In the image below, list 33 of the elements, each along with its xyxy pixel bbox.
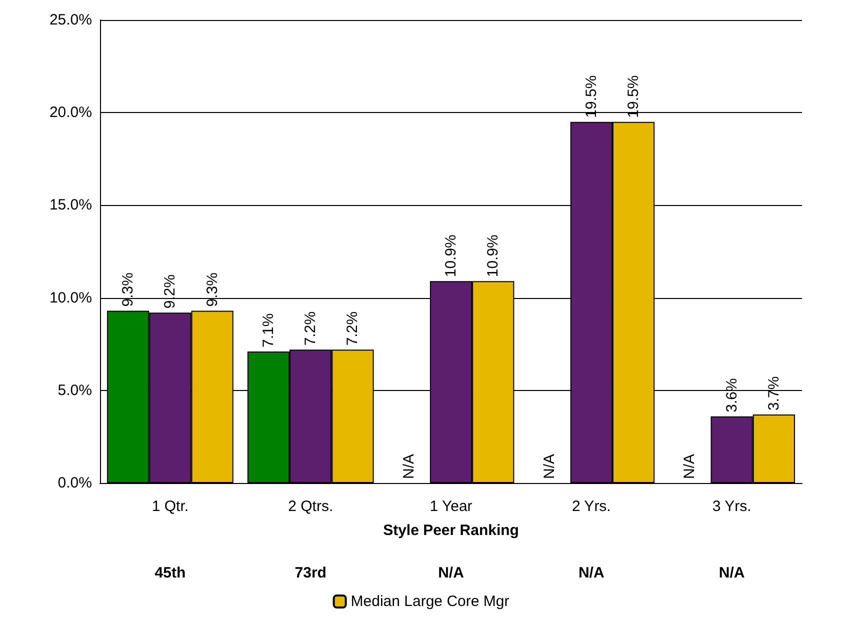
y-tick-label: 20.0% — [49, 104, 92, 122]
text: N/A — [438, 564, 464, 582]
x-tick-label: 1 Year — [430, 498, 472, 515]
x-tick-label: 2 Yrs. — [572, 498, 611, 515]
text: 73rd — [294, 564, 326, 582]
legend-label: Median Large Core Mgr — [350, 593, 510, 610]
text: N/A — [400, 454, 418, 479]
data-label: 7.2% — [302, 311, 320, 346]
data-label: 3.6% — [723, 378, 740, 412]
x-tick-label: 3 Yrs. — [712, 498, 752, 515]
data-label: 7.1% — [260, 313, 277, 348]
y-tick-label: 0.0% — [58, 474, 92, 492]
data-label: 9.2% — [162, 274, 179, 309]
data-label: 19.5% — [582, 75, 600, 118]
y-tick-label: 5.0% — [58, 382, 92, 399]
text: N/A — [578, 564, 604, 582]
y-tick-label: 25.0% — [49, 12, 92, 28]
x-axis-title: Style Peer Ranking — [383, 522, 519, 539]
data-label: 19.5% — [625, 75, 642, 118]
y-tick-label: 10.0% — [49, 289, 92, 306]
data-label: 9.3% — [120, 272, 137, 307]
text: N/A — [540, 454, 558, 479]
data-label: 9.3% — [204, 272, 221, 307]
x-tick-label: 1 Qtr. — [152, 498, 189, 515]
data-label: 10.9% — [442, 234, 460, 278]
text: 45th — [154, 564, 186, 582]
y-tick-label: 15.0% — [49, 196, 92, 214]
data-label: 10.9% — [484, 234, 502, 278]
data-label: 3.7% — [765, 376, 782, 410]
data-label: 7.2% — [344, 311, 362, 346]
text: N/A — [718, 564, 745, 582]
text: N/A — [681, 454, 698, 479]
x-tick-label: 2 Qtrs. — [288, 498, 334, 515]
